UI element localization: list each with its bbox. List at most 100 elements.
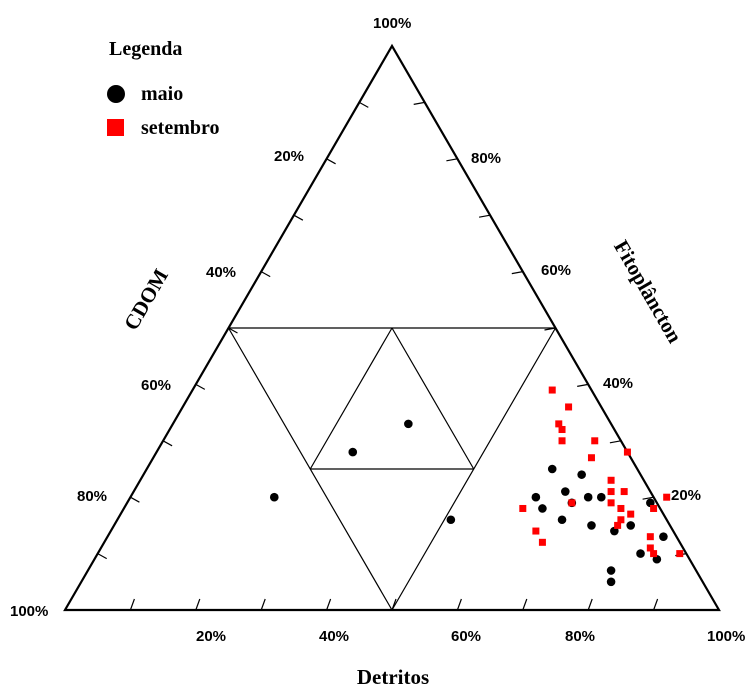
point-setembro (532, 527, 540, 535)
legend-label-maio: maio (141, 83, 183, 105)
tick-mark (97, 553, 107, 560)
left-axis-title: CDOM (119, 265, 173, 335)
inner-grid-lines (227, 327, 557, 611)
legend-marker-setembro (107, 119, 124, 136)
tick-mark (446, 158, 458, 162)
tick-mark (522, 598, 528, 611)
point-setembro (620, 488, 628, 496)
point-setembro (614, 521, 622, 529)
point-maio (606, 566, 616, 575)
point-setembro (663, 493, 671, 501)
point-setembro (623, 448, 631, 456)
bottom-tick-label: 60% (451, 628, 481, 645)
point-maio (659, 532, 668, 541)
left-tick-label: 40% (206, 264, 236, 281)
left-tick-label: 80% (77, 488, 107, 505)
point-maio (626, 521, 636, 530)
tick-mark (359, 101, 369, 108)
point-setembro (555, 420, 563, 428)
grid-line (309, 327, 393, 470)
tick-mark (129, 598, 135, 611)
tick-mark (162, 440, 173, 447)
point-maio (596, 492, 606, 502)
axis-titles: Detritos CDOM Fitoplâncton (119, 236, 687, 688)
point-setembro (650, 550, 658, 558)
point-maio (531, 492, 541, 502)
point-maio (561, 487, 570, 496)
point-setembro (627, 510, 635, 518)
tick-mark (478, 214, 491, 218)
point-setembro (565, 403, 573, 411)
tick-mark (326, 598, 332, 611)
point-maio (269, 492, 279, 502)
point-setembro (617, 516, 625, 524)
right-tick-label: 60% (541, 262, 571, 279)
point-maio (587, 521, 596, 530)
point-maio (446, 515, 456, 525)
point-maio (636, 549, 645, 558)
tick-mark (391, 598, 397, 611)
point-setembro (607, 488, 615, 496)
point-setembro (607, 499, 615, 507)
point-setembro (558, 437, 566, 445)
tick-mark (511, 271, 523, 275)
point-setembro (538, 538, 546, 546)
tick-mark (326, 158, 336, 165)
right-tick-label: 80% (471, 150, 501, 167)
tick-mark (577, 383, 589, 387)
bottom-tick-label: 80% (565, 628, 595, 645)
bottom-left-corner-label: 100% (10, 603, 48, 620)
point-maio (348, 447, 358, 457)
tick-mark (609, 440, 622, 444)
legend-marker-maio (107, 85, 125, 103)
tick-mark (260, 598, 266, 611)
tick-mark (544, 327, 556, 331)
tick-mark (228, 327, 238, 334)
point-maio (557, 515, 567, 525)
right-axis-title: Fitoplâncton (609, 236, 687, 347)
tick-mark (195, 383, 206, 390)
point-setembro (676, 550, 684, 558)
point-setembro (607, 476, 615, 484)
point-maio (577, 470, 586, 479)
tick-mark (653, 598, 659, 611)
point-setembro (548, 386, 556, 394)
tick-mark (642, 496, 654, 500)
point-maio (547, 464, 557, 474)
bottom-tick-label: 100% (707, 628, 745, 645)
legend-label-setembro: setembro (141, 117, 220, 139)
tick-mark (413, 101, 425, 105)
legend-title: Legenda (109, 38, 182, 60)
point-setembro (646, 544, 654, 552)
left-tick-label: 20% (274, 148, 304, 165)
point-setembro (558, 426, 566, 434)
axis-ticks (97, 101, 687, 611)
right-tick-label: 40% (603, 375, 633, 392)
left-tick-label: 60% (141, 377, 171, 394)
point-setembro (587, 454, 595, 462)
point-setembro (650, 504, 658, 512)
point-setembro (568, 499, 576, 507)
point-maio (606, 577, 616, 587)
apex-label: 100% (373, 15, 411, 32)
point-maio (538, 504, 547, 513)
point-maio (583, 492, 593, 502)
tick-mark (260, 271, 271, 278)
tick-mark (456, 598, 462, 611)
point-maio (404, 419, 413, 429)
point-setembro (617, 504, 625, 512)
legend: Legenda maio setembro (107, 38, 220, 139)
right-tick-label: 20% (671, 487, 701, 504)
point-setembro (591, 437, 599, 445)
point-setembro (646, 533, 654, 541)
tick-mark (195, 598, 201, 611)
grid-line (391, 327, 475, 470)
tick-mark (587, 598, 593, 611)
axis-tick-labels: 20% 40% 60% 80% 100% 100% 20% 40% 60% 80% 80% 60% 40… (10, 15, 745, 645)
bottom-tick-label: 40% (319, 628, 349, 645)
bottom-tick-label: 20% (196, 628, 226, 645)
data-points (269, 386, 684, 587)
tick-mark (130, 496, 140, 503)
